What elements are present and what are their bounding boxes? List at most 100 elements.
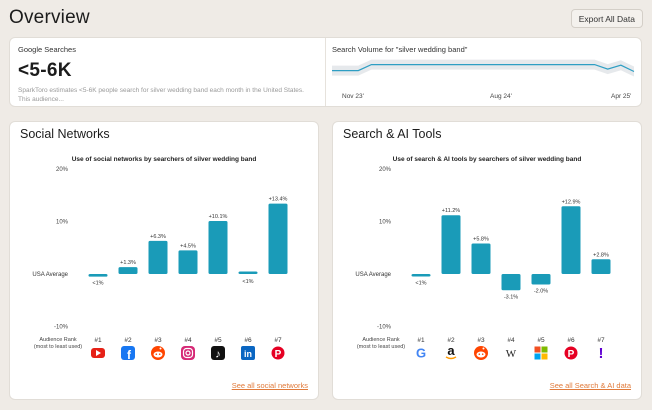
category-instagram xyxy=(181,346,195,360)
y-tick-label: 20% xyxy=(379,167,392,173)
bar-value-label: +6.3% xyxy=(150,234,166,240)
chart-title: Use of social networks by searchers of s… xyxy=(72,156,257,163)
social-networks-chart: Use of social networks by searchers of s… xyxy=(32,156,288,362)
chart-bar-pinterest[interactable] xyxy=(561,206,581,274)
youtube-icon xyxy=(91,348,105,358)
category-pinterest: P xyxy=(564,346,578,360)
chart-bar-instagram[interactable] xyxy=(178,250,198,274)
category-microsoft xyxy=(534,346,548,360)
bar-value-label: +13.4% xyxy=(269,197,288,203)
trend-tick-label: Aug 24' xyxy=(490,93,512,100)
search-volume-sparkline[interactable] xyxy=(332,55,635,91)
chart-bar-reddit[interactable] xyxy=(471,243,491,274)
rank-label: #6 xyxy=(244,337,252,344)
see-all-search-ai-data-link[interactable]: See all Search & AI data xyxy=(549,381,631,390)
chart-bar-microsoft[interactable] xyxy=(531,274,551,285)
reddit-icon xyxy=(474,346,488,360)
svg-text:G: G xyxy=(416,346,426,361)
bar-value-label: <1% xyxy=(415,281,426,287)
search-volume-title: Search Volume for "silver wedding band" xyxy=(332,45,468,54)
pinterest-icon: P xyxy=(564,346,578,360)
chart-bar-wikipedia[interactable] xyxy=(501,274,521,291)
search-volume-panel: Search Volume for "silver wedding band" … xyxy=(332,45,635,103)
svg-text:in: in xyxy=(244,349,252,359)
google-searches-label: Google Searches xyxy=(18,45,76,54)
bar-value-label: +2.8% xyxy=(593,252,609,258)
bar-value-label: -2.0% xyxy=(534,289,548,295)
chart-bar-pinterest[interactable] xyxy=(268,203,288,274)
header: Overview Export All Data xyxy=(9,6,643,32)
category-amazon: a xyxy=(445,343,457,360)
rank-label: #2 xyxy=(124,337,132,344)
chart-bar-linkedin[interactable] xyxy=(238,271,258,275)
rank-label: #4 xyxy=(507,337,515,344)
category-google: G xyxy=(416,346,426,361)
export-all-data-button[interactable]: Export All Data xyxy=(570,9,643,28)
wikipedia-icon: W xyxy=(506,348,517,360)
search-volume-axis: Nov 23' Aug 24' Apr 25' xyxy=(332,93,635,103)
chart-bar-tiktok[interactable] xyxy=(208,220,228,274)
chart-bar-google[interactable] xyxy=(411,274,431,277)
bar-value-label: +1.3% xyxy=(120,260,136,266)
category-reddit xyxy=(474,346,488,360)
trend-tick-label: Apr 25' xyxy=(611,93,632,100)
svg-text:!: ! xyxy=(599,345,604,362)
trend-line xyxy=(332,64,635,73)
bar-value-label: -3.1% xyxy=(504,294,518,300)
google-searches-value: <5-6K xyxy=(18,60,72,81)
svg-text:P: P xyxy=(275,349,282,360)
summary-divider xyxy=(325,38,326,106)
rank-label: #6 xyxy=(567,337,575,344)
rank-label: #3 xyxy=(477,337,485,344)
svg-text:W: W xyxy=(506,348,517,360)
rank-label: #3 xyxy=(154,337,162,344)
search-ai-tools-title: Search & AI Tools xyxy=(343,127,442,141)
linkedin-icon: in xyxy=(241,346,255,360)
y-tick-label: 10% xyxy=(56,220,69,226)
rank-label: #2 xyxy=(447,337,455,344)
microsoft-icon xyxy=(534,346,548,360)
yahoo-icon: ! xyxy=(599,345,604,362)
y-tick-label: 20% xyxy=(56,167,69,173)
chart-bar-reddit[interactable] xyxy=(148,240,168,274)
search-ai-tools-chart: Use of search & AI tools by searchers of… xyxy=(355,156,611,362)
trend-range-band xyxy=(332,59,634,77)
svg-text:♪: ♪ xyxy=(215,349,221,361)
bar-value-label: +5.8% xyxy=(473,237,489,243)
bar-value-label: <1% xyxy=(242,279,253,285)
svg-text:a: a xyxy=(447,343,455,358)
chart-bar-amazon[interactable] xyxy=(441,215,461,274)
chart-bar-yahoo[interactable] xyxy=(591,259,611,274)
category-youtube xyxy=(91,348,105,358)
category-tiktok: ♪ xyxy=(211,346,225,361)
rank-label: #4 xyxy=(184,337,192,344)
audience-rank-sublabel: (most to least used) xyxy=(357,344,405,350)
chart-title: Use of search & AI tools by searchers of… xyxy=(393,156,582,163)
chart-bar-facebook[interactable] xyxy=(118,267,138,274)
category-reddit xyxy=(151,346,165,360)
trend-tick-label: Nov 23' xyxy=(342,93,364,100)
pinterest-icon: P xyxy=(271,346,285,360)
audience-rank-sublabel: (most to least used) xyxy=(34,344,82,350)
social-networks-card: Social Networks Use of social networks b… xyxy=(9,121,319,400)
category-facebook: f xyxy=(121,346,135,362)
rank-label: #7 xyxy=(274,337,282,344)
category-yahoo: ! xyxy=(599,345,604,362)
audience-rank-label: Audience Rank xyxy=(362,337,400,343)
page-title: Overview xyxy=(9,7,90,28)
see-all-social-networks-link[interactable]: See all social networks xyxy=(231,381,308,390)
rank-label: #7 xyxy=(597,337,605,344)
bar-value-label: <1% xyxy=(92,281,103,287)
social-networks-title: Social Networks xyxy=(20,127,110,141)
audience-rank-label: Audience Rank xyxy=(39,337,77,343)
category-linkedin: in xyxy=(241,346,255,360)
chart-bar-youtube[interactable] xyxy=(88,274,108,277)
bar-value-label: +4.5% xyxy=(180,243,196,249)
facebook-icon: f xyxy=(121,346,135,362)
category-pinterest: P xyxy=(271,346,285,360)
y-tick-label: 10% xyxy=(379,220,392,226)
search-ai-tools-card: Search & AI Tools Use of search & AI too… xyxy=(332,121,642,400)
rank-label: #5 xyxy=(537,337,545,344)
reddit-icon xyxy=(151,346,165,360)
rank-label: #5 xyxy=(214,337,222,344)
